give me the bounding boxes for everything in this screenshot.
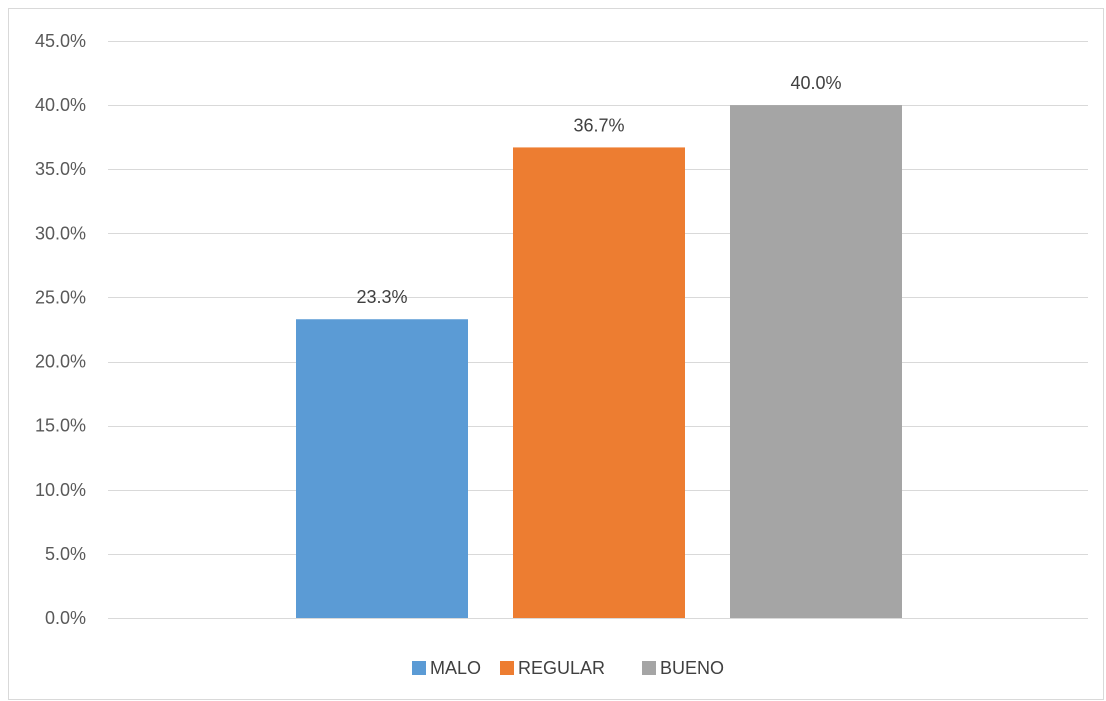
y-tick-label: 35.0% (35, 159, 86, 179)
gridlines (108, 41, 1088, 619)
y-tick-label: 15.0% (35, 416, 86, 436)
y-tick-label: 30.0% (35, 223, 86, 243)
y-tick-label: 10.0% (35, 480, 86, 500)
legend-label-malo: MALO (430, 658, 481, 678)
legend-swatch-bueno (642, 661, 656, 675)
bar-bueno (730, 105, 902, 619)
y-tick-label: 40.0% (35, 95, 86, 115)
legend-label-bueno: BUENO (660, 658, 724, 678)
y-tick-label: 5.0% (45, 544, 86, 564)
y-tick-label: 0.0% (45, 608, 86, 628)
bar-malo (296, 319, 468, 618)
data-label-malo: 23.3% (356, 287, 407, 307)
y-tick-label: 20.0% (35, 352, 86, 372)
legend-swatch-malo (412, 661, 426, 675)
bars (296, 105, 902, 619)
bar-regular (513, 147, 685, 618)
legend: MALO REGULAR BUENO (412, 658, 724, 678)
data-label-bueno: 40.0% (790, 73, 841, 93)
y-axis-ticks: 0.0% 5.0% 10.0% 15.0% 20.0% 25.0% 30.0% 35.0% 40… (35, 31, 86, 628)
legend-label-regular: REGULAR (518, 658, 605, 678)
y-tick-label: 25.0% (35, 287, 86, 307)
y-tick-label: 45.0% (35, 31, 86, 51)
legend-swatch-regular (500, 661, 514, 675)
data-label-regular: 36.7% (573, 115, 624, 135)
data-labels: 23.3% 36.7% 40.0% (356, 73, 841, 307)
